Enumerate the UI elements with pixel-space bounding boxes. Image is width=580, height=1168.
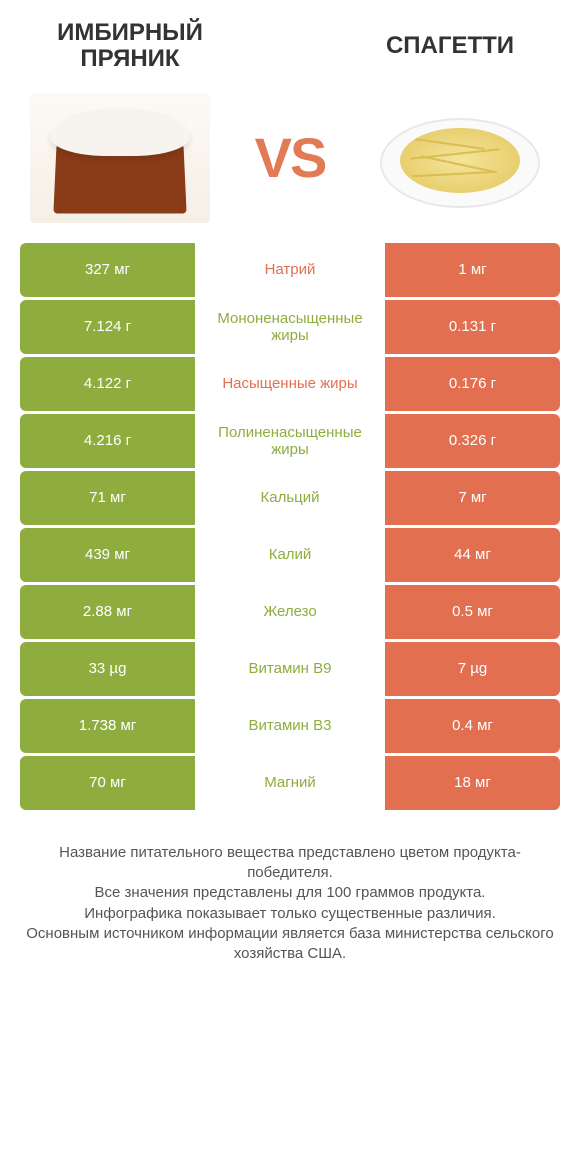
right-value: 7 µg	[385, 642, 560, 696]
table-row: 4.216 гПолиненасыщенные жиры0.326 г	[20, 414, 560, 468]
left-value: 7.124 г	[20, 300, 195, 354]
left-value: 71 мг	[20, 471, 195, 525]
left-value: 70 мг	[20, 756, 195, 810]
footer-line: Инфографика показывает только существенн…	[25, 904, 555, 924]
header: Имбирный пряник Спагетти	[0, 0, 580, 83]
left-value: 439 мг	[20, 528, 195, 582]
left-value: 4.216 г	[20, 414, 195, 468]
nutrient-label: Насыщенные жиры	[195, 357, 385, 411]
nutrition-table: 327 мгНатрий1 мг7.124 гМононенасыщенные …	[0, 243, 580, 810]
right-value: 18 мг	[385, 756, 560, 810]
right-value: 7 мг	[385, 471, 560, 525]
table-row: 1.738 мгВитамин B30.4 мг	[20, 699, 560, 753]
left-value: 2.88 мг	[20, 585, 195, 639]
right-value: 44 мг	[385, 528, 560, 582]
nutrient-label: Натрий	[195, 243, 385, 297]
vs-label: VS	[255, 125, 326, 190]
table-row: 33 µgВитамин B97 µg	[20, 642, 560, 696]
table-row: 2.88 мгЖелезо0.5 мг	[20, 585, 560, 639]
table-row: 7.124 гМононенасыщенные жиры0.131 г	[20, 300, 560, 354]
gingerbread-image	[30, 93, 210, 223]
footer-line: Основным источником информации является …	[25, 924, 555, 965]
right-value: 0.4 мг	[385, 699, 560, 753]
right-value: 0.326 г	[385, 414, 560, 468]
spaghetti-image	[370, 93, 550, 223]
table-row: 4.122 гНасыщенные жиры0.176 г	[20, 357, 560, 411]
nutrient-label: Магний	[195, 756, 385, 810]
table-row: 70 мгМагний18 мг	[20, 756, 560, 810]
table-row: 327 мгНатрий1 мг	[20, 243, 560, 297]
right-value: 0.5 мг	[385, 585, 560, 639]
left-value: 327 мг	[20, 243, 195, 297]
right-value: 1 мг	[385, 243, 560, 297]
nutrient-label: Витамин B3	[195, 699, 385, 753]
nutrient-label: Калий	[195, 528, 385, 582]
left-value: 1.738 мг	[20, 699, 195, 753]
table-row: 71 мгКальций7 мг	[20, 471, 560, 525]
table-row: 439 мгКалий44 мг	[20, 528, 560, 582]
footer-line: Название питательного вещества представл…	[25, 843, 555, 884]
footer-line: Все значения представлены для 100 граммо…	[25, 883, 555, 903]
nutrient-label: Витамин B9	[195, 642, 385, 696]
nutrient-label: Полиненасыщенные жиры	[195, 414, 385, 468]
left-food-title: Имбирный пряник	[30, 20, 230, 73]
images-row: VS	[0, 83, 580, 243]
nutrient-label: Кальций	[195, 471, 385, 525]
right-value: 0.176 г	[385, 357, 560, 411]
right-value: 0.131 г	[385, 300, 560, 354]
nutrient-label: Железо	[195, 585, 385, 639]
nutrient-label: Мононенасыщенные жиры	[195, 300, 385, 354]
right-food-title: Спагетти	[350, 33, 550, 59]
left-value: 33 µg	[20, 642, 195, 696]
left-value: 4.122 г	[20, 357, 195, 411]
footer-note: Название питательного вещества представл…	[0, 813, 580, 965]
